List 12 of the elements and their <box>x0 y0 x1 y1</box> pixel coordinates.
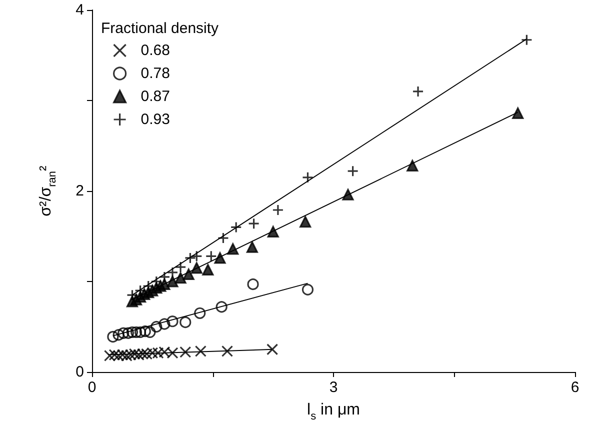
y-tick-label: 0 <box>76 364 84 380</box>
legend-label: 0.78 <box>140 65 170 82</box>
legend-label: 0.87 <box>140 88 170 105</box>
y-tick-label: 2 <box>76 182 84 200</box>
y-tick-label: 4 <box>76 2 84 18</box>
x-tick-label: 3 <box>329 379 338 396</box>
y-axis-title: σ²/σran² <box>38 164 58 216</box>
legend-label: 0.68 <box>140 42 170 59</box>
legend-label: 0.93 <box>140 111 170 128</box>
x-tick-label: 6 <box>570 379 580 396</box>
legend-title: Fractional density <box>101 20 220 37</box>
x-tick-label: 0 <box>88 379 96 396</box>
